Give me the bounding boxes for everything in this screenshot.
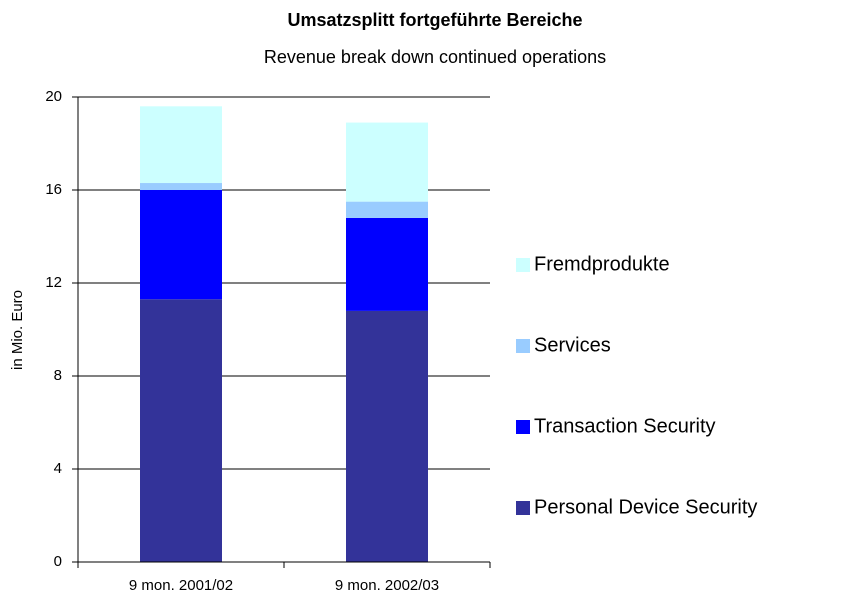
bar-segment: [140, 106, 222, 184]
x-tick-label: 9 mon. 2002/03: [335, 577, 439, 594]
y-tick-label: 16: [45, 181, 62, 198]
y-tick-label: 12: [45, 274, 62, 291]
y-tick-label: 4: [54, 460, 62, 477]
legend-swatch: [516, 501, 530, 515]
y-tick-label: 0: [54, 553, 62, 570]
bar-segment: [140, 190, 222, 300]
y-tick-label: 20: [45, 88, 62, 105]
legend-label: Fremdprodukte: [534, 253, 670, 275]
legend-swatch: [516, 339, 530, 353]
x-tick-label: 9 mon. 2001/02: [129, 577, 233, 594]
y-tick-label: 8: [54, 367, 62, 384]
bar-segment: [346, 310, 428, 562]
legend-swatch: [516, 258, 530, 272]
chart-title: Umsatzsplitt fortgeführte Bereiche: [287, 10, 582, 30]
y-axis-label: in Mio. Euro: [9, 290, 26, 370]
legend-label: Transaction Security: [534, 415, 716, 437]
bar-segment: [140, 299, 222, 562]
bar-segment: [346, 217, 428, 311]
legend-label: Services: [534, 334, 611, 356]
legend-swatch: [516, 420, 530, 434]
legend-label: Personal Device Security: [534, 496, 757, 518]
bar-segment: [346, 122, 428, 202]
bar-segment: [140, 183, 222, 190]
chart-subtitle: Revenue break down continued operations: [264, 47, 606, 67]
bar-segment: [346, 201, 428, 218]
